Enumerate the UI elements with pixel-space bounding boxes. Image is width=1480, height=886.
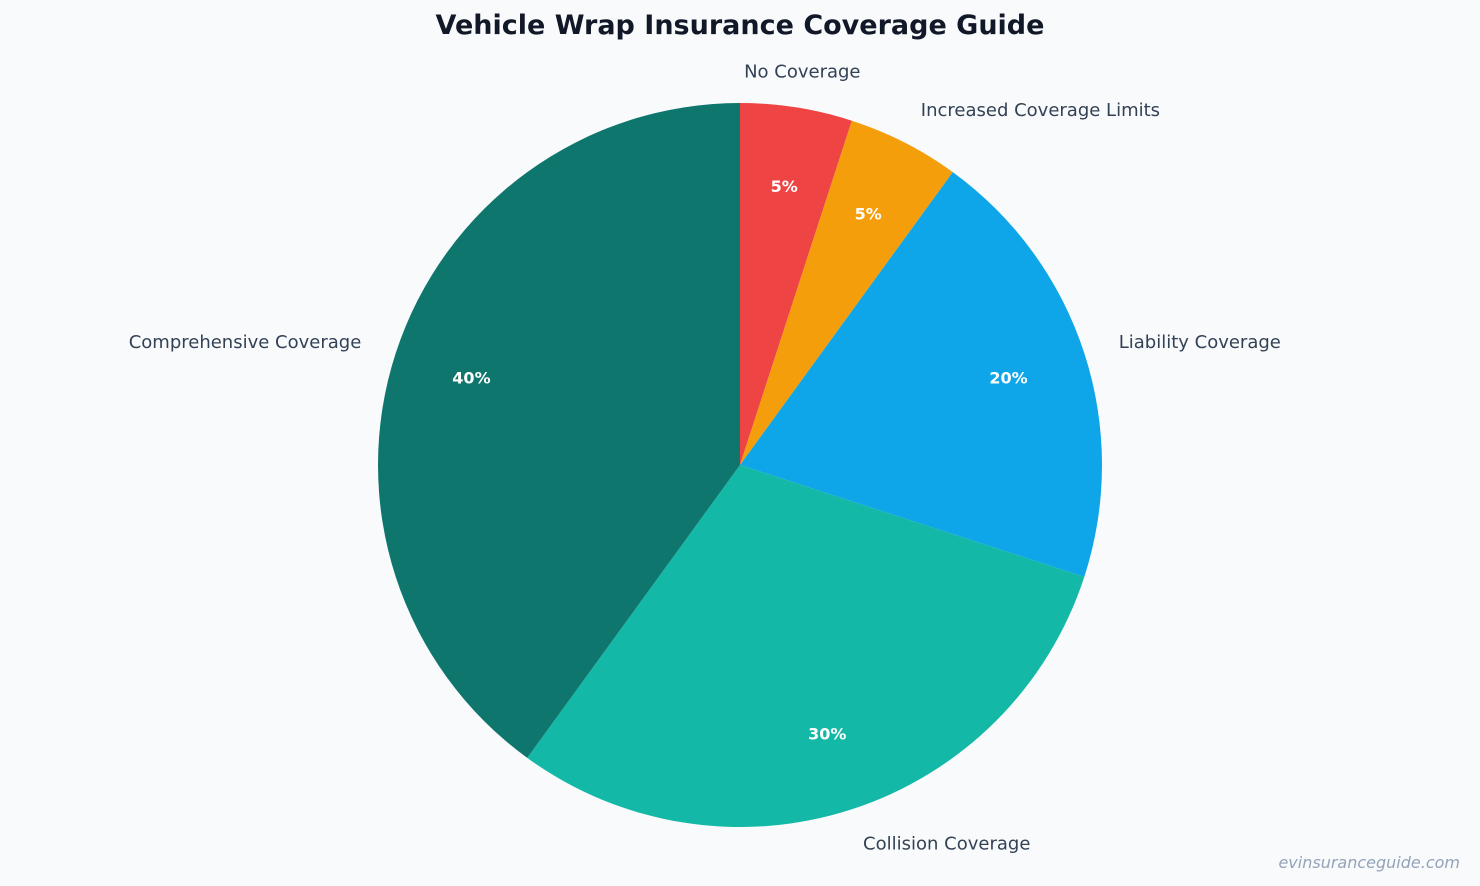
slice-category-label: Comprehensive Coverage (129, 332, 362, 353)
slice-value-label: 30% (808, 725, 846, 744)
slice-value-label: 40% (452, 369, 490, 388)
slice-category-label: No Coverage (744, 62, 860, 83)
watermark: evinsuranceguide.com (1278, 853, 1460, 872)
slice-value-label: 5% (855, 204, 882, 223)
slice-category-label: Collision Coverage (863, 834, 1030, 855)
pie-slice-increased-coverage-limits (740, 120, 953, 466)
pie-slice-comprehensive-coverage (378, 103, 740, 758)
pie-slice-collision-coverage (527, 465, 1085, 828)
pie-slice-no-coverage (740, 103, 852, 465)
slice-value-label: 20% (989, 369, 1027, 388)
slice-value-label: 5% (771, 177, 798, 196)
slice-category-label: Liability Coverage (1119, 332, 1281, 353)
chart-title: Vehicle Wrap Insurance Coverage Guide (435, 10, 1045, 41)
pie-slice-liability-coverage (740, 172, 1102, 577)
slice-category-label: Increased Coverage Limits (921, 100, 1160, 121)
